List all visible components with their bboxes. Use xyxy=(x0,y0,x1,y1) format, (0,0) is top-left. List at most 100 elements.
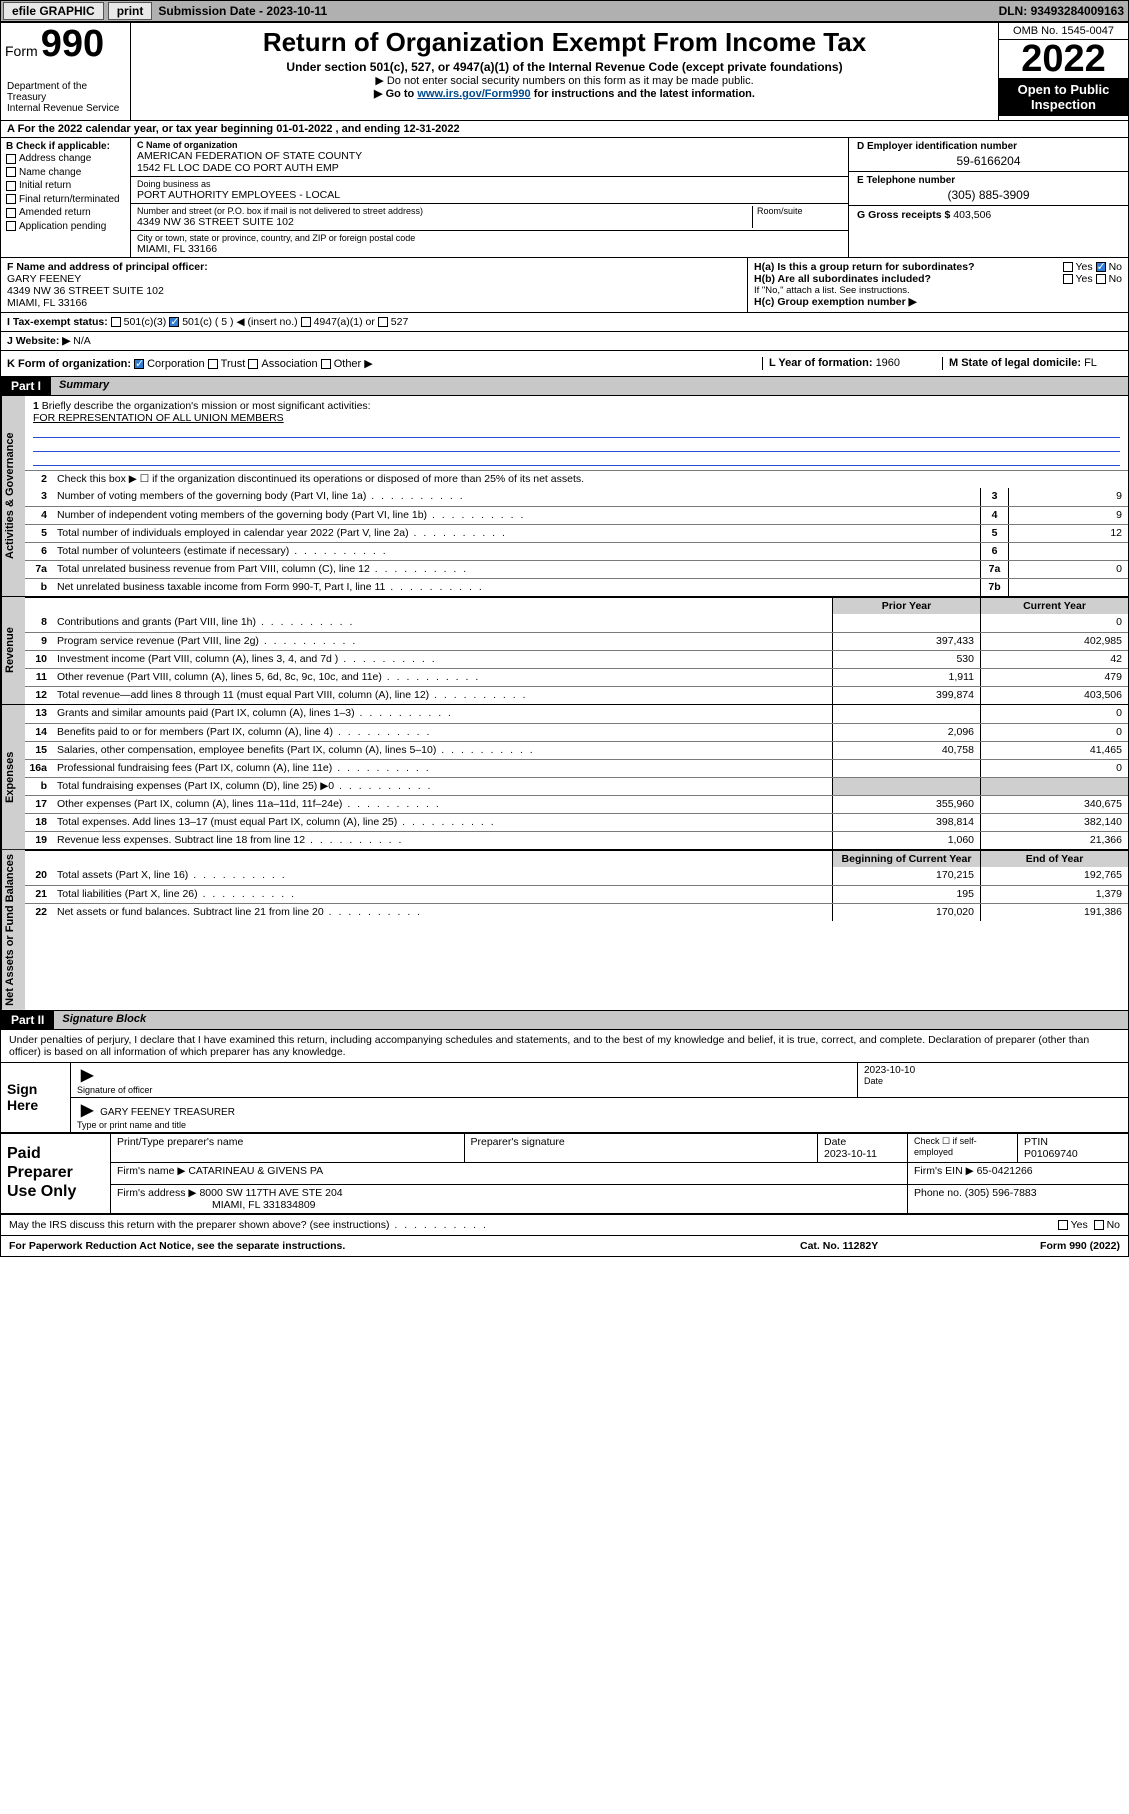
phone-label: E Telephone number xyxy=(857,175,1120,186)
box-h: H(a) Is this a group return for subordin… xyxy=(748,258,1128,312)
form-label: Form xyxy=(5,43,38,59)
box-d-e-g: D Employer identification number 59-6166… xyxy=(848,138,1128,257)
line-12: 12Total revenue—add lines 8 through 11 (… xyxy=(25,686,1128,704)
sig-date-label: Date xyxy=(864,1076,1122,1086)
tab-expenses: Expenses xyxy=(1,705,25,849)
firm-ein: 65-0421266 xyxy=(977,1165,1033,1177)
gov-line-6: 6Total number of volunteers (estimate if… xyxy=(25,542,1128,560)
ptin-value: P01069740 xyxy=(1024,1148,1078,1160)
dln-label: DLN: 93493284009163 xyxy=(999,4,1124,18)
netassets-header: Beginning of Current Year End of Year xyxy=(25,850,1128,867)
sig-name-label: Type or print name and title xyxy=(77,1120,1122,1130)
col-end-year: End of Year xyxy=(980,851,1128,867)
gov-line-5: 5Total number of individuals employed in… xyxy=(25,524,1128,542)
row-k-l-m: K Form of organization: Corporation Trus… xyxy=(1,351,1128,377)
netassets-section: Net Assets or Fund Balances Beginning of… xyxy=(1,850,1128,1011)
efile-button[interactable]: efile GRAPHIC xyxy=(3,2,104,20)
cat-no: Cat. No. 11282Y xyxy=(800,1240,980,1252)
row-i: I Tax-exempt status: 501(c)(3) 501(c) ( … xyxy=(1,313,1128,332)
line-16a: 16aProfessional fundraising fees (Part I… xyxy=(25,759,1128,777)
part2-bar: Part II xyxy=(1,1011,54,1029)
gov-line-7a: 7aTotal unrelated business revenue from … xyxy=(25,560,1128,578)
top-toolbar: efile GRAPHIC print Submission Date - 20… xyxy=(0,0,1129,22)
box-c: C Name of organization AMERICAN FEDERATI… xyxy=(131,138,848,257)
irs-link[interactable]: www.irs.gov/Form990 xyxy=(417,88,530,100)
chk-final-return[interactable]: Final return/terminated xyxy=(6,193,125,207)
line-20: 20Total assets (Part X, line 16)170,2151… xyxy=(25,867,1128,885)
firm-phone: (305) 596-7883 xyxy=(965,1187,1037,1199)
hb-note: If "No," attach a list. See instructions… xyxy=(754,285,1122,296)
room-suite-label: Room/suite xyxy=(752,206,842,228)
line-22: 22Net assets or fund balances. Subtract … xyxy=(25,903,1128,921)
mission-label: Briefly describe the organization's miss… xyxy=(42,400,371,412)
part1-bar: Part I xyxy=(1,377,51,395)
line-10: 10Investment income (Part VIII, column (… xyxy=(25,650,1128,668)
period-row: A For the 2022 calendar year, or tax yea… xyxy=(1,121,1128,138)
line-21: 21Total liabilities (Part X, line 26)195… xyxy=(25,885,1128,903)
firm-name: CATARINEAU & GIVENS PA xyxy=(188,1165,323,1177)
firm-addr2: MIAMI, FL 331834809 xyxy=(212,1199,316,1211)
line-14: 14Benefits paid to or for members (Part … xyxy=(25,723,1128,741)
chk-address-change[interactable]: Address change xyxy=(6,152,125,166)
may-yes[interactable]: Yes xyxy=(1058,1219,1088,1231)
declaration-text: Under penalties of perjury, I declare th… xyxy=(1,1030,1128,1062)
revenue-section: Revenue Prior Year Current Year 8Contrib… xyxy=(1,597,1128,705)
form-container: Form 990 Department of the Treasury Inte… xyxy=(0,22,1129,1257)
chk-amended[interactable]: Amended return xyxy=(6,206,125,220)
chk-name-change[interactable]: Name change xyxy=(6,166,125,180)
may-discuss-text: May the IRS discuss this return with the… xyxy=(9,1219,1058,1231)
line-19: 19Revenue less expenses. Subtract line 1… xyxy=(25,831,1128,849)
form-note-link: ▶ Go to www.irs.gov/Form990 for instruct… xyxy=(139,87,990,100)
website-row: J Website: ▶ N/A xyxy=(1,332,1128,350)
year-box: OMB No. 1545-0047 2022 Open to Public In… xyxy=(998,23,1128,120)
box-b: B Check if applicable: Address change Na… xyxy=(1,138,131,257)
part1-header: Part I Summary xyxy=(1,377,1128,396)
part2-header: Part II Signature Block xyxy=(1,1011,1128,1030)
paid-preparer-table: Paid Preparer Use Only Print/Type prepar… xyxy=(1,1133,1128,1214)
sign-here-table: Sign Here ▶ Signature of officer 2023-10… xyxy=(1,1062,1128,1132)
print-button[interactable]: print xyxy=(108,2,153,20)
governance-section: Activities & Governance 1 Briefly descri… xyxy=(1,396,1128,597)
dba-label: Doing business as xyxy=(137,179,842,189)
tax-year: 2022 xyxy=(999,40,1128,78)
may-no[interactable]: No xyxy=(1094,1219,1120,1231)
line-2: 2 Check this box ▶ ☐ if the organization… xyxy=(25,470,1128,488)
page-footer: For Paperwork Reduction Act Notice, see … xyxy=(1,1235,1128,1256)
form-title: Return of Organization Exempt From Incom… xyxy=(139,27,990,58)
hc-row: H(c) Group exemption number ▶ xyxy=(754,296,1122,308)
firm-addr1: 8000 SW 117TH AVE STE 204 xyxy=(199,1187,342,1199)
box-b-header: B Check if applicable: xyxy=(6,141,125,152)
officer-name: GARY FEENEY xyxy=(7,273,741,285)
part1-title: Summary xyxy=(51,377,1128,395)
line-17: 17Other expenses (Part IX, column (A), l… xyxy=(25,795,1128,813)
col-begin-year: Beginning of Current Year xyxy=(832,851,980,867)
officer-addr2: MIAMI, FL 33166 xyxy=(7,297,741,309)
gross-receipts-value: 403,506 xyxy=(953,209,991,221)
org-name-1: AMERICAN FEDERATION OF STATE COUNTY xyxy=(137,150,842,162)
sig-date-value: 2023-10-10 xyxy=(864,1065,1122,1076)
chk-app-pending[interactable]: Application pending xyxy=(6,220,125,234)
line-13: 13Grants and similar amounts paid (Part … xyxy=(25,705,1128,723)
mission-block: 1 Briefly describe the organization's mi… xyxy=(25,396,1128,470)
form-title-block: Return of Organization Exempt From Incom… xyxy=(131,23,998,120)
expenses-section: Expenses 13Grants and similar amounts pa… xyxy=(1,705,1128,850)
state-domicile: M State of legal domicile: FL xyxy=(942,357,1122,370)
box-f: F Name and address of principal officer:… xyxy=(1,258,748,312)
sign-here-label: Sign Here xyxy=(1,1063,71,1132)
mission-value: FOR REPRESENTATION OF ALL UNION MEMBERS xyxy=(33,412,284,424)
officer-addr1: 4349 NW 36 STREET SUITE 102 xyxy=(7,285,741,297)
col-current-year: Current Year xyxy=(980,598,1128,614)
addr-label: Number and street (or P.O. box if mail i… xyxy=(137,206,752,216)
line-15: 15Salaries, other compensation, employee… xyxy=(25,741,1128,759)
may-discuss-row: May the IRS discuss this return with the… xyxy=(1,1214,1128,1235)
section-b-c-d: B Check if applicable: Address change Na… xyxy=(1,138,1128,258)
dept-label: Department of the Treasury Internal Reve… xyxy=(5,79,126,116)
form-number-box: Form 990 Department of the Treasury Inte… xyxy=(1,23,131,120)
self-employed-check[interactable]: Check ☐ if self-employed xyxy=(908,1134,1018,1162)
line-18: 18Total expenses. Add lines 13–17 (must … xyxy=(25,813,1128,831)
chk-initial-return[interactable]: Initial return xyxy=(6,179,125,193)
line-11: 11Other revenue (Part VIII, column (A), … xyxy=(25,668,1128,686)
org-name-label: C Name of organization xyxy=(137,140,842,150)
open-to-public: Open to Public Inspection xyxy=(999,78,1128,116)
preparer-sig-label: Preparer's signature xyxy=(471,1136,565,1148)
